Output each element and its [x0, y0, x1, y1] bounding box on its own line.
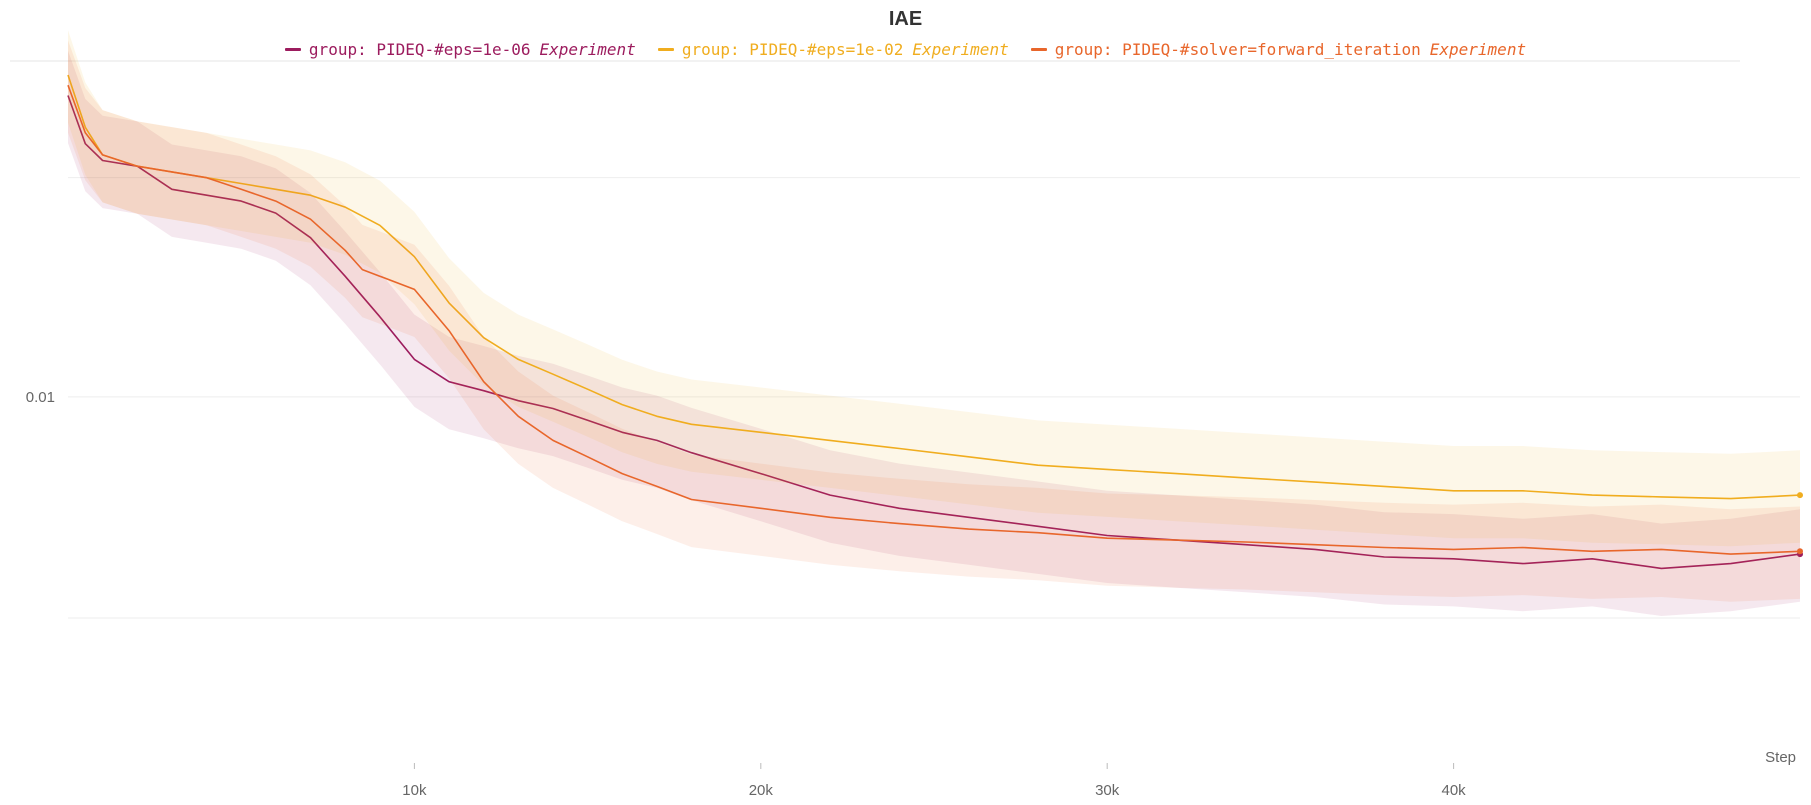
legend-item-eps-1e-02[interactable]: group: PIDEQ-#eps=1e-02 Experiment [657, 40, 1009, 59]
series-end-marker-1 [1797, 492, 1803, 499]
legend-label-eps-1e-02: group: PIDEQ-#eps=1e-02 [681, 40, 904, 59]
legend-item-forward-iteration[interactable]: group: PIDEQ-#solver=forward_iteration E… [1030, 40, 1527, 59]
legend-swatch-forward-iteration [1030, 48, 1047, 51]
legend-suffix-forward-iteration: Experiment [1429, 40, 1527, 59]
legend-item-eps-1e-06[interactable]: group: PIDEQ-#eps=1e-06 Experiment [284, 40, 636, 59]
series-band-0 [68, 50, 1800, 616]
series-end-marker-2 [1797, 548, 1803, 555]
legend-label-forward-iteration: group: PIDEQ-#solver=forward_iteration [1054, 40, 1421, 59]
series-band-2 [68, 40, 1800, 602]
x-axis-label: Step [1765, 749, 1796, 766]
x-tick-label-0: 10k [402, 782, 427, 799]
legend-swatch-eps-1e-02 [657, 48, 674, 51]
x-tick-label-2: 30k [1095, 782, 1120, 799]
legend-swatch-eps-1e-06 [284, 48, 301, 51]
legend-suffix-eps-1e-06: Experiment [539, 40, 636, 59]
series-line-1 [67, 74, 1801, 500]
chart-title: IAE [888, 8, 923, 30]
x-tick-label-1: 20k [749, 782, 774, 799]
legend-label-eps-1e-06: group: PIDEQ-#eps=1e-06 [308, 40, 531, 59]
x-tick-label-3: 40k [1442, 782, 1467, 799]
series-band-1 [68, 30, 1800, 547]
y-tick-label-0: 0.01 [26, 389, 55, 406]
legend: group: PIDEQ-#eps=1e-06 Experiment group… [0, 40, 1811, 59]
legend-suffix-eps-1e-02: Experiment [912, 40, 1009, 59]
series-line-2 [67, 84, 1801, 555]
series-line-0 [67, 95, 1801, 570]
